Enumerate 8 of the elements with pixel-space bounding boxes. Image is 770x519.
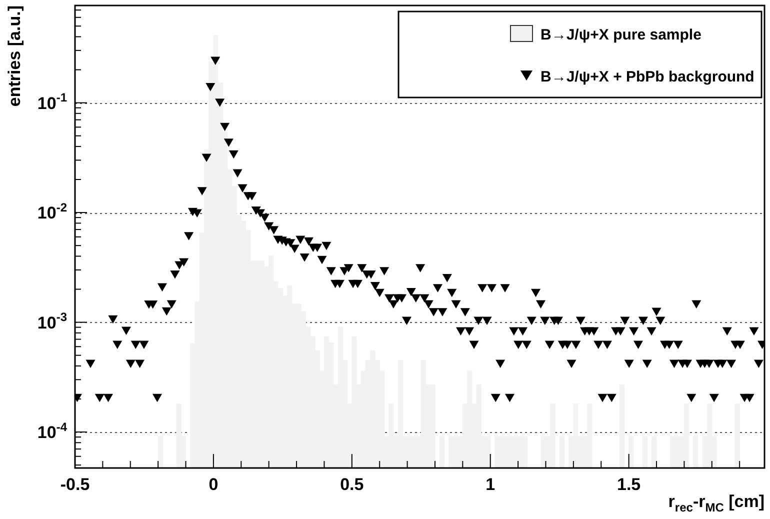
legend-label: B→J/ψ+X + PbPb background <box>540 68 754 86</box>
legend-label: B→J/ψ+X pure sample <box>540 26 702 44</box>
x-tick-label: 0 <box>208 475 218 494</box>
x-tick-label: -0.5 <box>60 475 90 494</box>
x-tick-label: 0.5 <box>340 475 364 494</box>
x-tick-label: 1 <box>486 475 496 494</box>
y-axis-title: entries [a.u.] <box>5 5 24 107</box>
x-tick-label: 1.5 <box>617 475 641 494</box>
